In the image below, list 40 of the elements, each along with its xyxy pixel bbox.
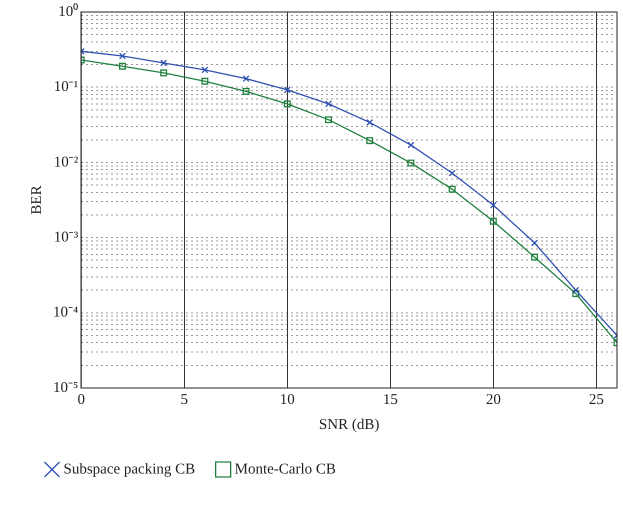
- point: [366, 137, 374, 144]
- y-axis-title: BER: [28, 185, 45, 215]
- x-tick-label: 5: [180, 392, 188, 408]
- point: [448, 186, 456, 193]
- y-tick-label: 10⁻³: [54, 230, 79, 246]
- point: [531, 239, 538, 246]
- point: [490, 202, 497, 209]
- y-tick-label: 10⁻⁴: [52, 304, 78, 321]
- x-tick-label: 10: [280, 392, 295, 408]
- x-tick-label: 0: [77, 392, 85, 408]
- y-tick-label: 10⁻²: [54, 154, 79, 170]
- x-tick-label: 20: [486, 392, 501, 408]
- point: [118, 62, 126, 70]
- x-tick-label: 25: [588, 392, 604, 408]
- legend-label: Subspace packing CB: [64, 461, 196, 478]
- point: [325, 100, 332, 108]
- point: [242, 88, 250, 95]
- point: [448, 170, 456, 177]
- point: [407, 160, 414, 167]
- legend-label: Monte-Carlo CB: [234, 461, 336, 478]
- point: [284, 86, 291, 94]
- point: [160, 59, 168, 66]
- y-tick-label: 10⁻¹: [54, 79, 78, 96]
- point: [572, 290, 580, 298]
- point: [118, 52, 126, 60]
- point: [325, 116, 332, 124]
- point: [201, 78, 208, 85]
- point: [572, 286, 580, 294]
- point: [366, 118, 374, 126]
- x-axis-title: SNR (dB): [318, 416, 380, 433]
- point: [407, 142, 414, 149]
- y-tick-label: 10⁰: [58, 2, 78, 20]
- point: [531, 254, 538, 261]
- y-tick-label: 10⁻⁵: [52, 380, 78, 396]
- point: [490, 218, 497, 225]
- point: [160, 69, 168, 76]
- point: [242, 75, 250, 82]
- x-tick-label: 15: [382, 392, 398, 408]
- point: [284, 100, 291, 108]
- point: [201, 66, 208, 74]
